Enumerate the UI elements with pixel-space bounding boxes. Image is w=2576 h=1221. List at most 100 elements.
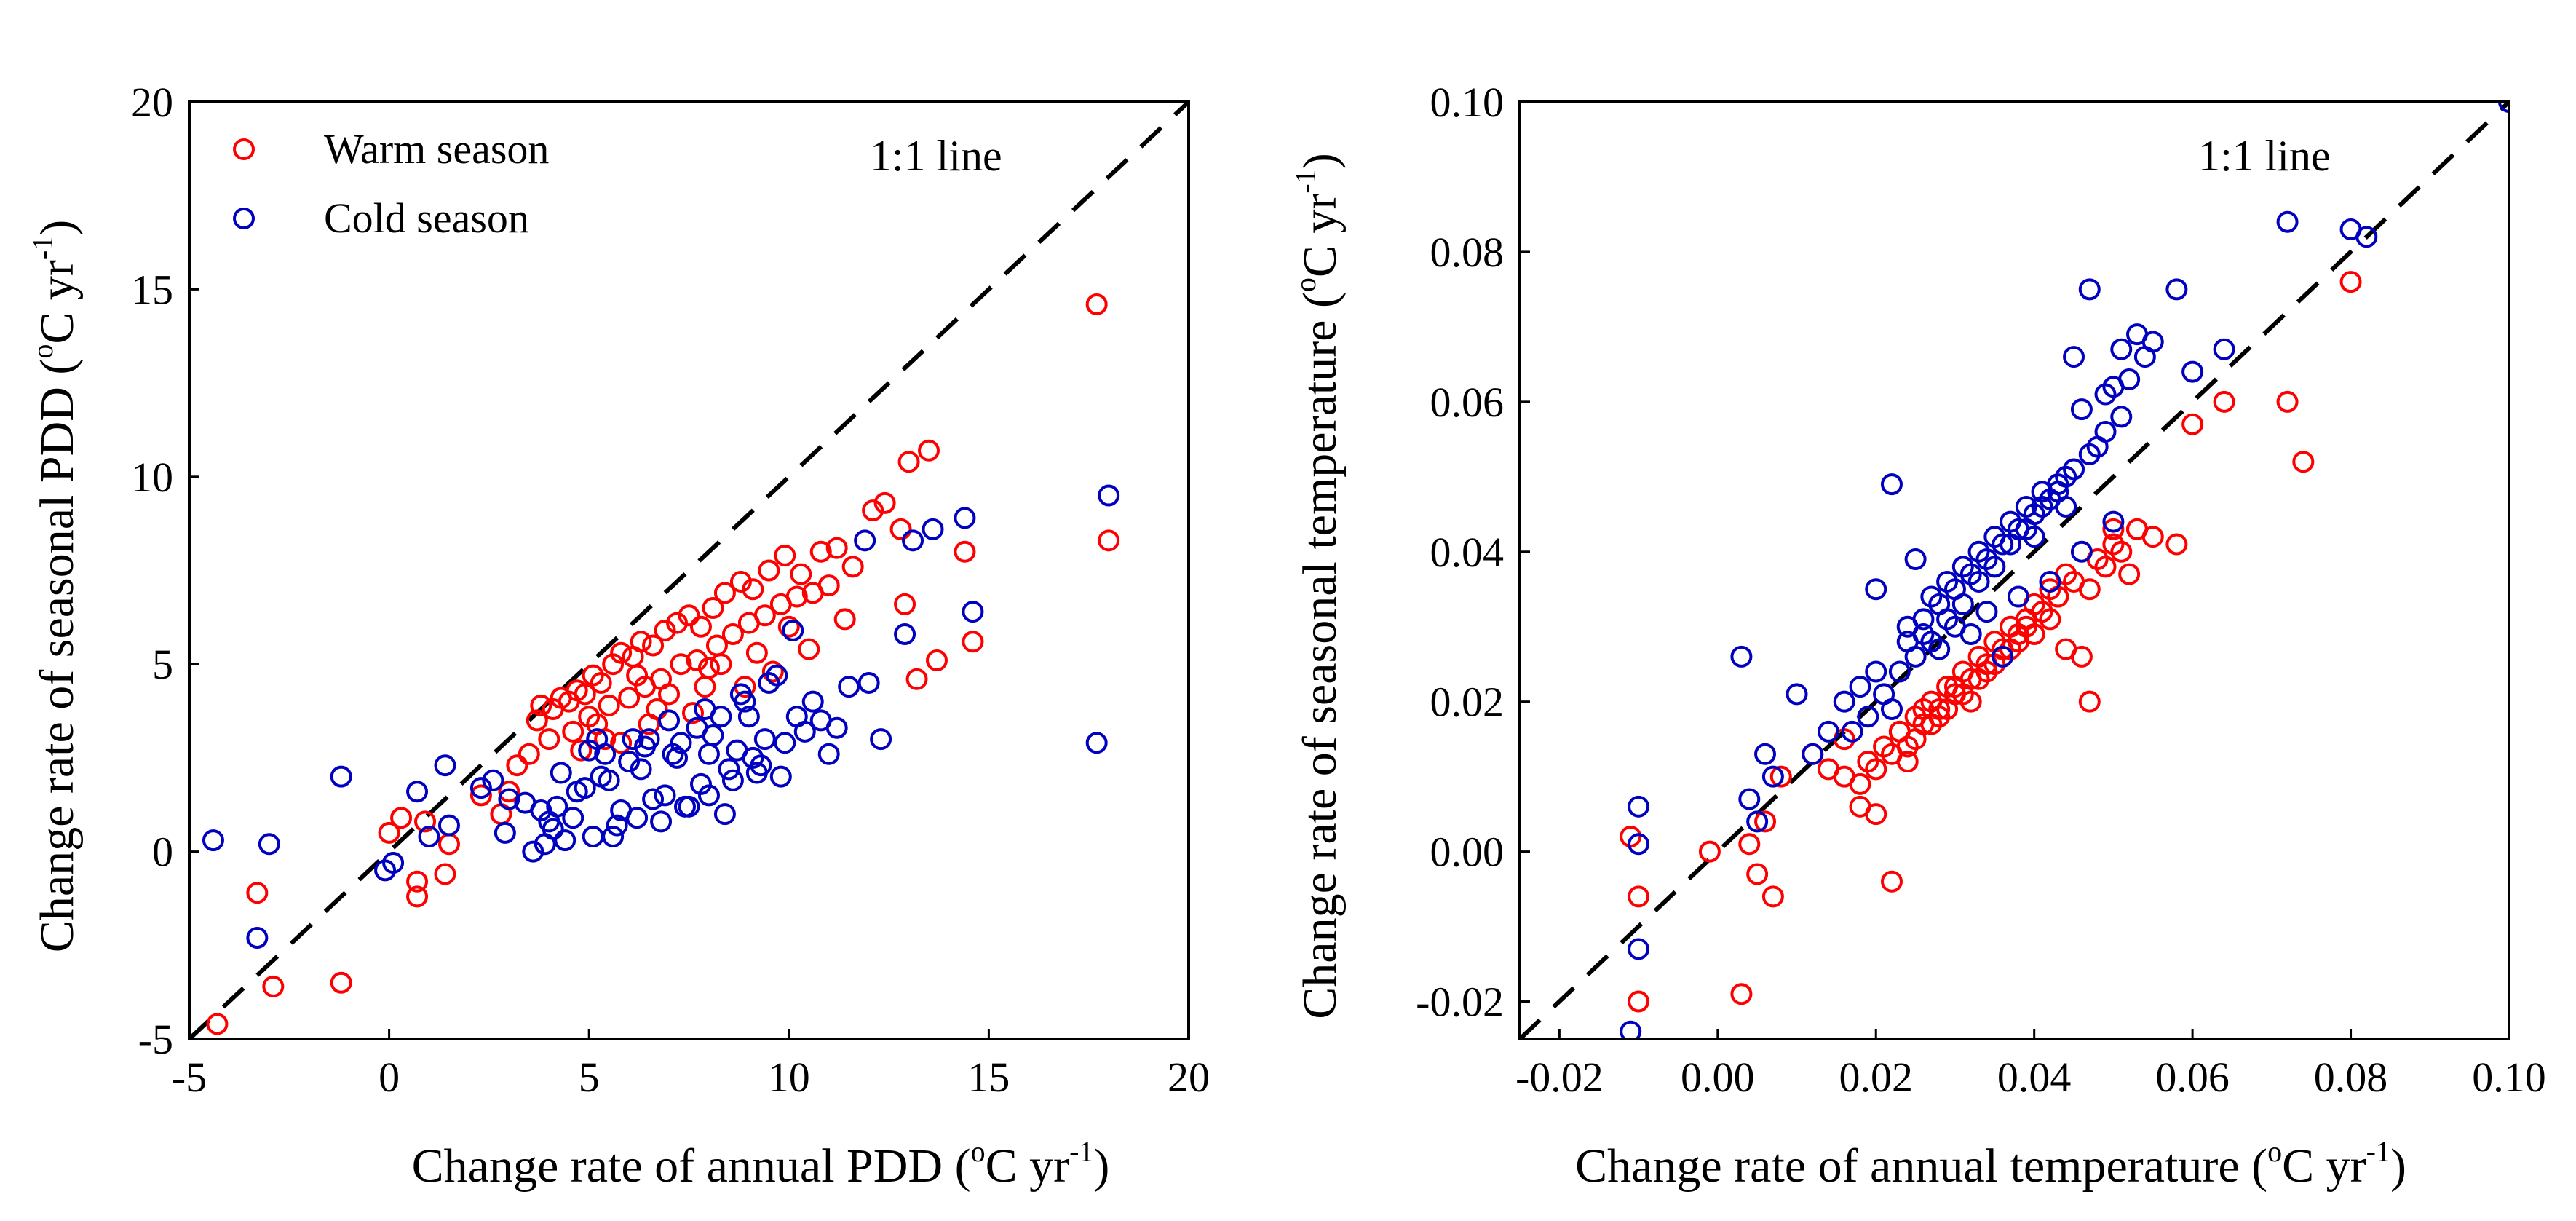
point-warm xyxy=(686,649,708,672)
plot-frame xyxy=(188,100,1190,1040)
y-axis-label: Change rate of seasonal temperature (oC … xyxy=(1289,153,1347,1019)
point-cold xyxy=(1786,683,1808,706)
point-cold xyxy=(1896,631,1919,653)
point-warm xyxy=(666,612,689,634)
x-axis-unit-close: ) xyxy=(2390,1139,2406,1193)
y-axis-unit-degree: o xyxy=(1289,277,1322,292)
series-cold xyxy=(1620,102,2509,1039)
point-warm xyxy=(469,784,492,807)
point-cold xyxy=(742,746,764,769)
point-cold xyxy=(870,728,892,751)
point-warm xyxy=(1698,840,1721,863)
point-warm xyxy=(406,870,429,893)
point-cold xyxy=(658,709,681,732)
point-cold xyxy=(1912,608,1935,631)
point-cold xyxy=(774,732,796,754)
point-cold xyxy=(1865,578,1887,601)
point-warm xyxy=(246,882,269,904)
point-cold xyxy=(258,833,280,856)
point-cold xyxy=(766,664,788,687)
y-tick-label: 0.04 xyxy=(1430,529,1505,576)
point-warm xyxy=(1738,833,1761,856)
y-tick-label: -5 xyxy=(138,1016,173,1063)
point-warm xyxy=(710,653,732,676)
series-warm xyxy=(1620,271,2362,1013)
point-warm xyxy=(681,702,704,724)
point-cold xyxy=(1802,743,1824,765)
point-warm xyxy=(2102,518,2125,540)
x-tick-label: -0.02 xyxy=(1515,1054,1604,1101)
plot-marks xyxy=(189,102,1189,1039)
point-warm xyxy=(809,540,832,563)
point-cold xyxy=(1959,623,1982,646)
one-to-one-line xyxy=(189,102,1189,1039)
point-warm xyxy=(2181,413,2204,435)
point-warm xyxy=(2118,563,2141,585)
point-cold xyxy=(954,507,976,529)
y-tick-label: 5 xyxy=(152,641,173,688)
y-axis-label: Change rate of seasonal PDD (oC yr-1) xyxy=(26,220,84,952)
point-cold xyxy=(1841,720,1863,743)
one-to-one-annotation: 1:1 line xyxy=(870,132,1002,180)
y-axis-unit-exp: -1 xyxy=(1289,169,1322,193)
point-cold xyxy=(246,927,269,949)
point-cold xyxy=(610,799,633,821)
point-warm xyxy=(2165,533,2188,556)
point-warm xyxy=(2126,518,2149,540)
point-cold xyxy=(1746,810,1769,833)
point-warm xyxy=(562,720,584,743)
point-warm xyxy=(926,649,948,672)
one-to-one-annotation: 1:1 line xyxy=(2198,132,2331,180)
point-cold xyxy=(654,784,676,807)
point-cold xyxy=(2070,398,2093,421)
y-axis-label-text: Change rate of seasonal temperature ( xyxy=(1293,292,1347,1019)
point-cold xyxy=(2276,210,2299,233)
point-warm xyxy=(1098,529,1120,552)
point-cold xyxy=(562,807,584,829)
point-cold xyxy=(2102,510,2125,533)
point-cold xyxy=(2031,495,2053,518)
point-cold xyxy=(634,735,657,758)
plot-marks xyxy=(1520,102,2509,1039)
point-cold xyxy=(902,529,924,552)
point-warm xyxy=(1761,885,1784,908)
point-cold xyxy=(330,765,352,788)
series-warm xyxy=(206,293,1120,1035)
y-axis-unit-close: ) xyxy=(31,220,84,236)
point-warm xyxy=(1928,706,1951,728)
point-warm xyxy=(833,608,856,631)
point-cold xyxy=(689,772,712,795)
x-tick-label: 0.08 xyxy=(2314,1054,2388,1101)
point-warm xyxy=(1730,983,1753,1005)
point-warm xyxy=(642,634,665,657)
point-cold xyxy=(1628,938,1650,960)
point-warm xyxy=(1865,803,1887,826)
point-cold xyxy=(702,724,724,747)
point-warm xyxy=(2276,390,2299,413)
point-cold xyxy=(1992,645,2014,668)
point-cold xyxy=(2070,540,2093,563)
point-warm xyxy=(2339,271,2362,293)
point-warm xyxy=(437,833,460,856)
point-warm xyxy=(414,810,437,833)
point-warm xyxy=(2110,540,2133,563)
y-tick-label: 0.02 xyxy=(1430,679,1505,726)
point-cold xyxy=(2063,458,2085,481)
point-warm xyxy=(570,739,593,762)
point-cold xyxy=(678,795,700,818)
point-cold xyxy=(922,518,944,540)
point-warm xyxy=(702,596,724,619)
point-cold xyxy=(1888,660,1911,683)
point-warm xyxy=(774,544,796,566)
point-cold xyxy=(2165,278,2188,301)
point-cold xyxy=(785,706,808,728)
y-tick-label: 0.08 xyxy=(1430,229,1505,276)
point-warm xyxy=(390,807,413,829)
point-cold xyxy=(713,803,736,826)
point-cold xyxy=(498,788,520,810)
point-cold xyxy=(494,821,516,844)
point-warm xyxy=(1746,863,1769,885)
point-cold xyxy=(670,732,692,754)
y-axis-label-text: Change rate of seasonal PDD ( xyxy=(31,359,84,953)
x-axis-unit-close: ) xyxy=(1093,1139,1109,1193)
